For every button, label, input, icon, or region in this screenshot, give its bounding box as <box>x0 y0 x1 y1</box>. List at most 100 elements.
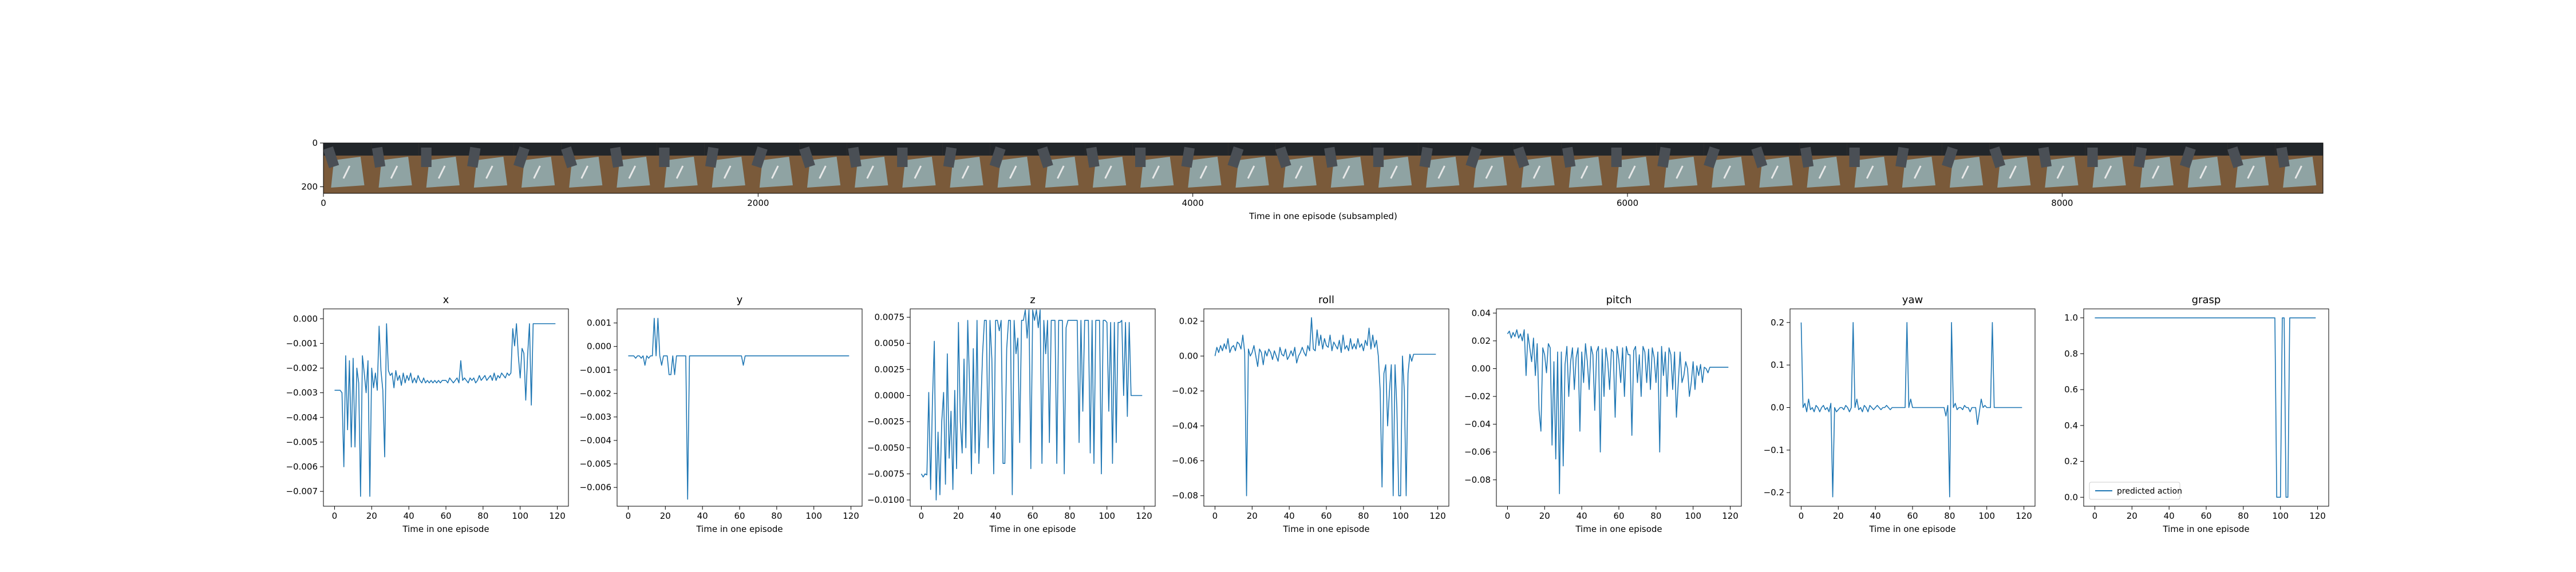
x-tick-label: 100 <box>1099 511 1115 521</box>
strip-frame <box>1561 143 1609 193</box>
y-tick-label: −0.04 <box>1172 421 1198 431</box>
x-tick-label: 60 <box>1321 511 1332 521</box>
x-axis-label: Time in one episode <box>1575 524 1662 534</box>
series-line-x <box>334 323 556 497</box>
plot-area <box>2083 308 2329 507</box>
strip-frame <box>1132 143 1181 193</box>
y-tick-label: 0.000 <box>293 313 318 324</box>
x-tick-label: 100 <box>805 511 822 521</box>
series-line-z <box>920 309 1143 500</box>
y-tick-label: −0.06 <box>1172 456 1198 466</box>
x-tick-label: 40 <box>1870 511 1881 521</box>
x-tick-label: 20 <box>1539 511 1550 521</box>
x-axis-label: Time in one episode (subsampled) <box>1249 211 1397 221</box>
y-tick-label: 0.0025 <box>875 364 905 375</box>
y-tick-label: 0.000 <box>587 341 611 352</box>
strip-frame <box>418 143 467 193</box>
x-tick-label: 80 <box>1944 511 1955 521</box>
x-tick-label: 60 <box>1907 511 1918 521</box>
y-tick-label: −0.004 <box>286 412 318 423</box>
series-line-pitch <box>1507 329 1729 494</box>
subplot-title: pitch <box>1606 294 1632 306</box>
subplot-pitch: 0 20 40 60 80 100 120 0.04 0.02 0.00 −0.02 −0.04 −0.… <box>1464 294 1742 534</box>
subplot-y: 0 20 40 60 80 100 120 0.001 0.000 −0.001 −0.002 −0.… <box>579 294 863 534</box>
y-tick-label: −0.001 <box>286 338 318 348</box>
y-tick-label: 0.0 <box>1771 403 1784 413</box>
y-tick-label: 200 <box>301 182 318 192</box>
y-tick-label: −0.2 <box>1764 487 1784 498</box>
legend-label: predicted action <box>2117 487 2182 496</box>
x-tick-label: 20 <box>953 511 964 521</box>
strip-frame <box>1609 143 1657 193</box>
x-tick-label: 20 <box>1833 511 1844 521</box>
x-tick-label: 0 <box>2092 511 2098 521</box>
strip-frame <box>1942 143 1990 193</box>
strip-frame <box>751 143 800 193</box>
series-line-roll <box>1214 317 1436 496</box>
y-tick-label: 0.2 <box>1771 317 1784 328</box>
strip-frame <box>1989 143 2038 193</box>
subplot-title: z <box>1030 294 1035 306</box>
strip-frame <box>799 143 848 193</box>
strip-frame <box>513 143 562 193</box>
x-tick-label: 120 <box>549 511 566 521</box>
strip-frame <box>895 143 943 193</box>
strip-frame <box>942 143 990 193</box>
strip-frame <box>609 143 657 193</box>
x-tick-label: 100 <box>2272 511 2289 521</box>
strip-frame <box>1513 143 1562 193</box>
y-tick-label: −0.0050 <box>867 443 904 453</box>
x-tick-label: 40 <box>2164 511 2175 521</box>
plot-area <box>323 308 569 507</box>
strip-frame <box>323 143 372 193</box>
y-tick-label: 0.0 <box>2064 492 2078 502</box>
y-tick-label: −0.003 <box>286 388 318 398</box>
y-tick-label: 0.001 <box>587 318 611 328</box>
strip-frame <box>1037 143 1086 193</box>
x-tick-label: 0 <box>1212 511 1218 521</box>
x-tick-label: 80 <box>2238 511 2249 521</box>
strip-frame <box>1751 143 1800 193</box>
strip-frame <box>1085 143 1133 193</box>
strip-frame <box>1275 143 1323 193</box>
x-tick-label: 120 <box>843 511 859 521</box>
x-axis-label: Time in one episode <box>989 524 1076 534</box>
x-tick-label: 20 <box>2127 511 2138 521</box>
y-tick-label: −0.0025 <box>867 416 904 427</box>
y-tick-label: −0.06 <box>1464 447 1491 457</box>
x-tick-label: 80 <box>1650 511 1661 521</box>
y-tick-label: −0.005 <box>579 459 611 469</box>
series-line-yaw <box>1800 321 2022 498</box>
x-axis-label: Time in one episode <box>696 524 783 534</box>
subplot-title: y <box>737 294 743 306</box>
x-tick-label: 60 <box>2200 511 2211 521</box>
legend: predicted action <box>2089 482 2182 500</box>
x-tick-label: 40 <box>1577 511 1587 521</box>
strip-frame <box>1323 143 1372 193</box>
y-tick-label: −0.004 <box>579 435 611 446</box>
strip-frame <box>989 143 1038 193</box>
strip-frame <box>1227 143 1276 193</box>
y-tick-label: −0.08 <box>1464 475 1491 485</box>
x-tick-label: 40 <box>697 511 708 521</box>
x-tick-label: 120 <box>2309 511 2326 521</box>
x-tick-label: 120 <box>1429 511 1446 521</box>
subplot-roll: 0 20 40 60 80 100 120 0.02 0.00 −0.02 −0.04 −0.06 −0… <box>1172 294 1449 534</box>
x-axis-label: Time in one episode <box>1868 524 1955 534</box>
y-tick-label: 0.6 <box>2064 384 2078 395</box>
strip-frame <box>1847 143 1895 193</box>
y-tick-label: −0.006 <box>286 462 318 472</box>
y-tick-label: −0.003 <box>579 412 611 422</box>
subplot-title: grasp <box>2192 294 2221 306</box>
legend-box <box>2089 482 2180 500</box>
subplot-yaw: 0 20 40 60 80 100 120 0.2 0.1 0.0 −0.1 −0.2 yaw Time … <box>1764 294 2036 534</box>
x-axis-label: Time in one episode <box>402 524 489 534</box>
subplot-title: roll <box>1318 294 1334 306</box>
subplot-grasp: 0 20 40 60 80 100 120 1.0 0.8 0.6 0.4 0.2 0.0 grasp Ti… <box>2064 294 2329 534</box>
x-tick-label: 8000 <box>2051 198 2073 208</box>
x-tick-label: 40 <box>1284 511 1295 521</box>
strip-frame <box>704 143 752 193</box>
strip-frame <box>1799 143 1847 193</box>
series-line-y <box>628 317 850 500</box>
